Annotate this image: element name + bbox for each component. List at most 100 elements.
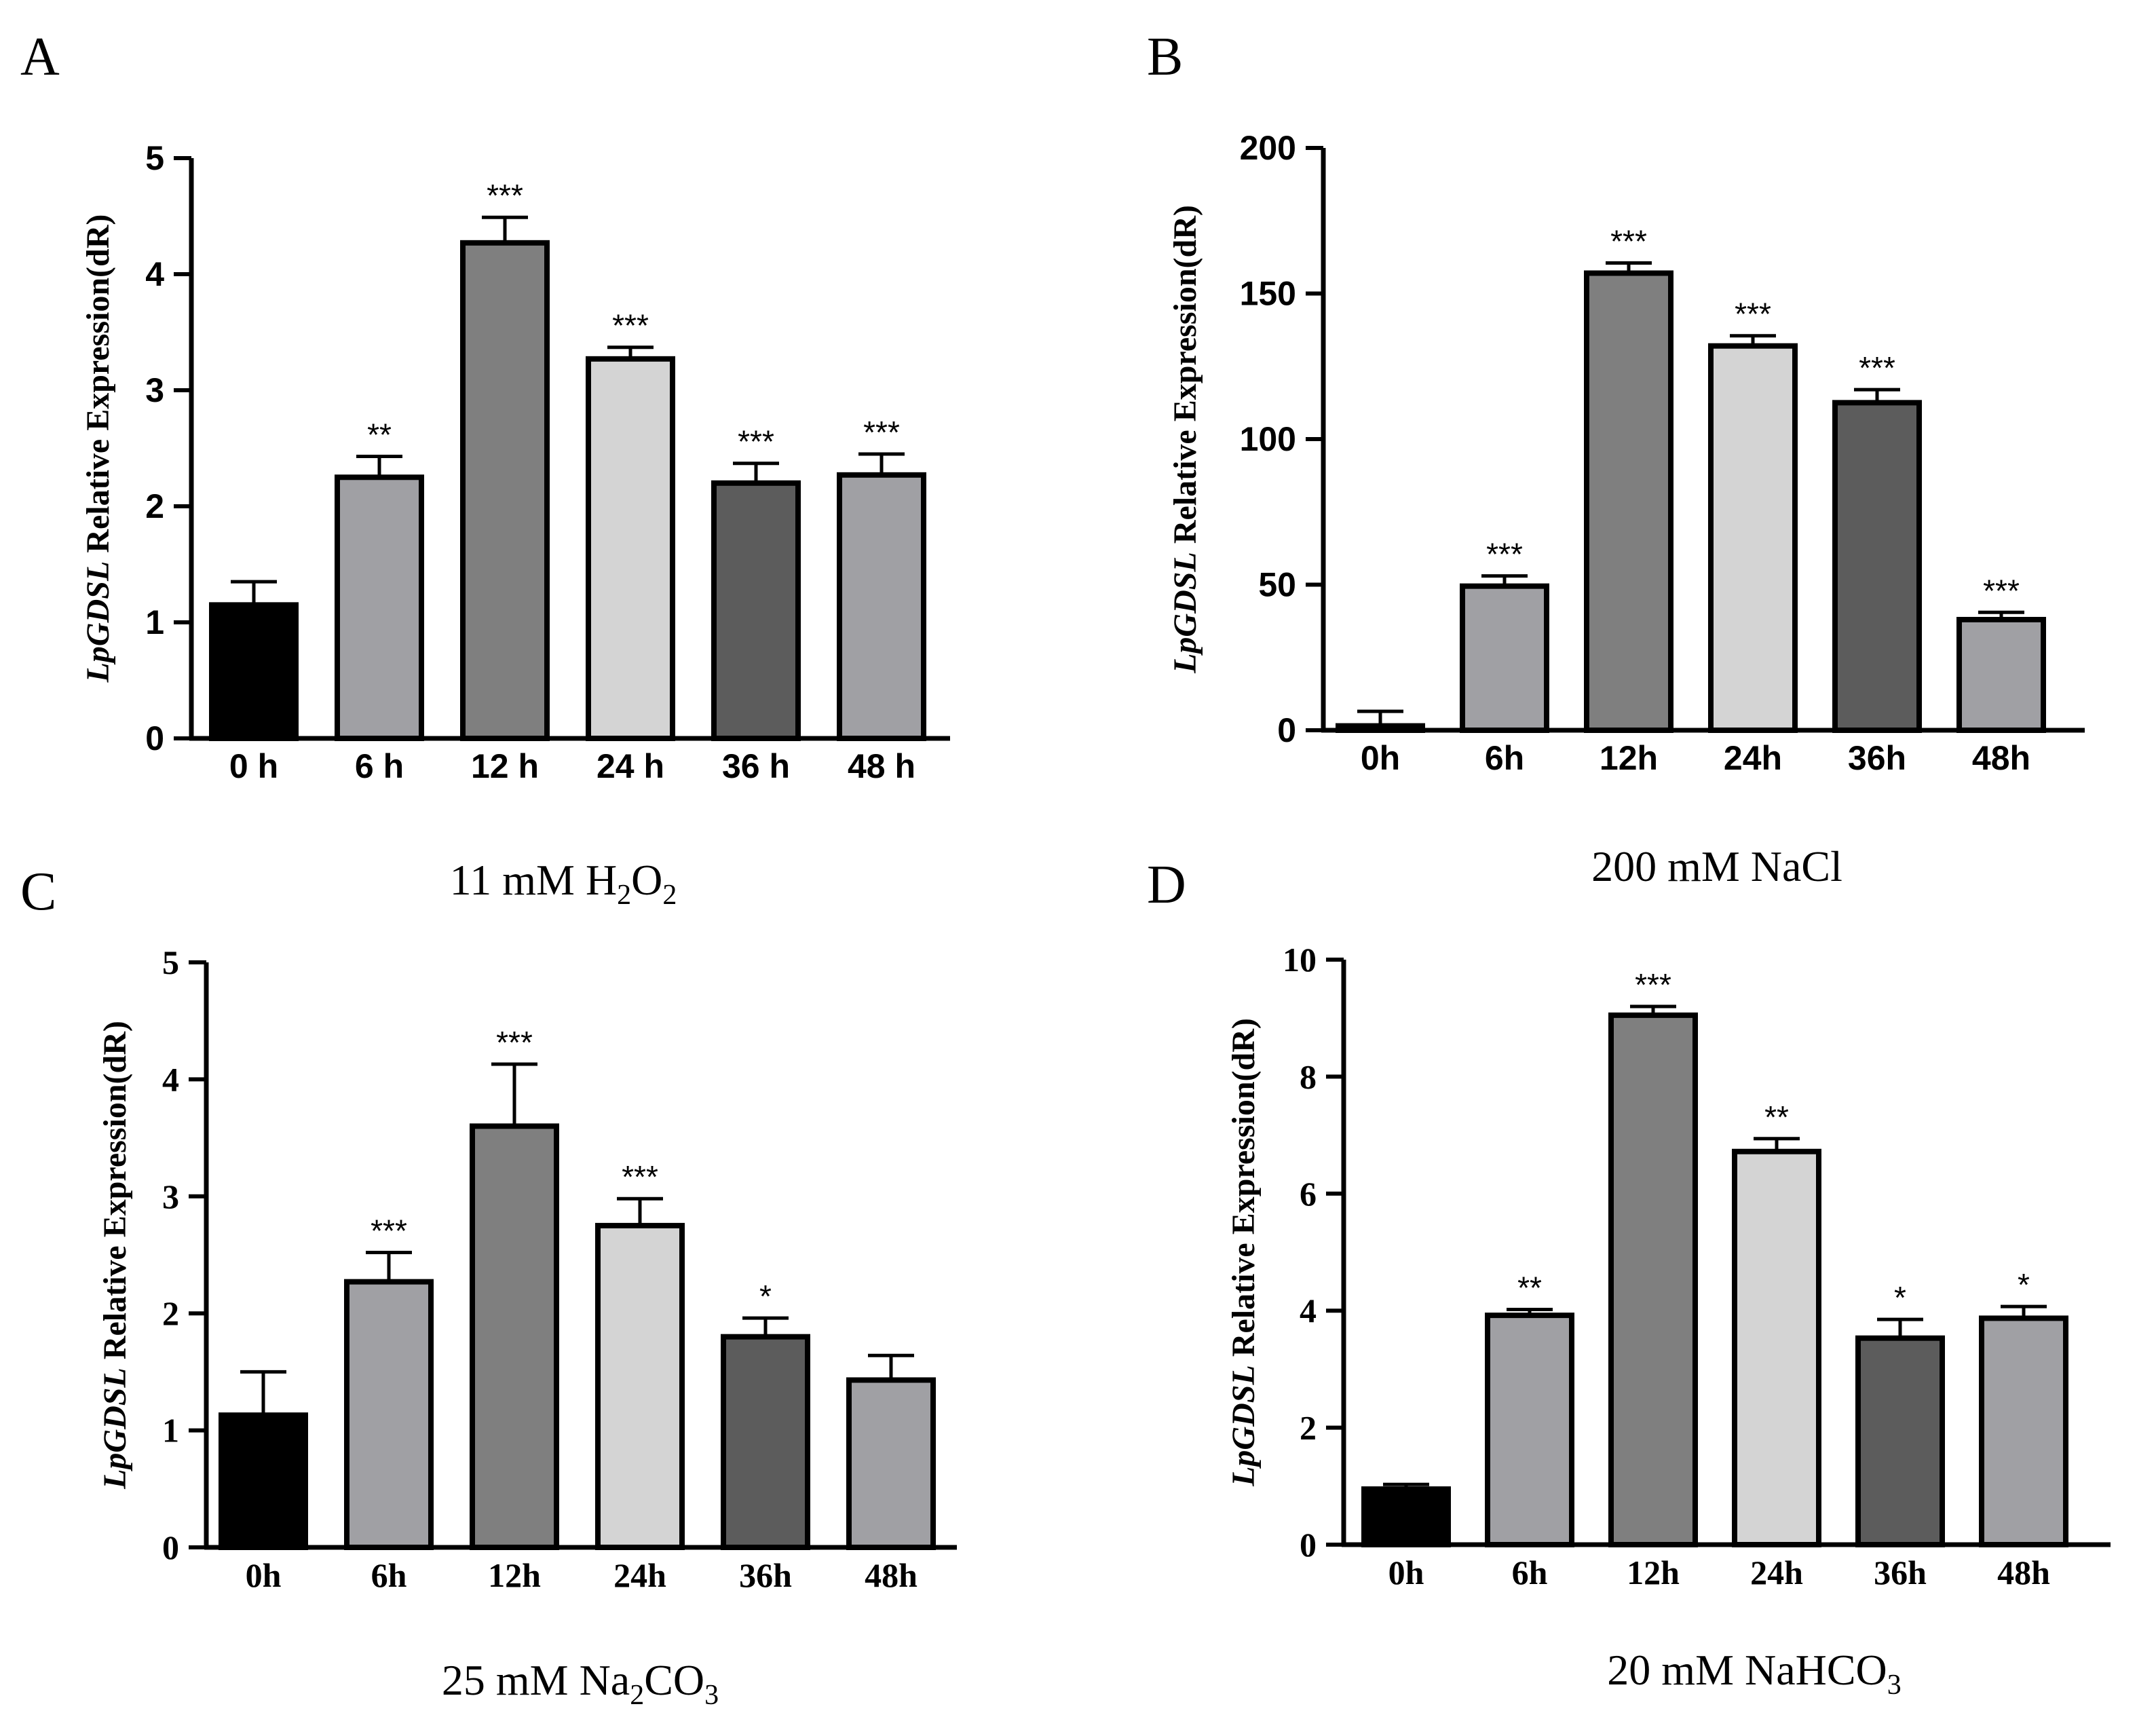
panel-a-y-axis-label: LpGDSL Relative Expression(dR) [80,214,116,683]
panel-a-x-tick-label-1: 6 h [355,747,404,785]
panel-b-significance-4: *** [1859,350,1895,385]
panel-b-bar-3 [1708,343,1798,734]
panel-c-significance-3: *** [622,1159,658,1194]
panel-c-y-tick-label-5: 5 [162,943,179,981]
panel-a-bar-0 [209,602,299,741]
panel-c-x-tick-label-2: 12h [488,1556,541,1594]
panel-letter-a: A [20,27,60,87]
panel-a-significance-2: *** [487,178,523,213]
panel-a-bar-5 [837,472,926,742]
panel-b-x-tick-label-4: 36h [1848,739,1906,777]
panel-a-x-tick-label-3: 24 h [597,747,664,785]
panel-d-y-tick-label-0: 0 [1300,1526,1317,1564]
panel-c-bar-4 [721,1334,810,1551]
panel-d-y-tick-label-3: 6 [1300,1175,1317,1213]
panel-d-x-tick-label-1: 6h [1512,1553,1548,1591]
panel-c-y-axis-label: LpGDSL Relative Expression(dR) [97,1021,133,1490]
panel-b-x-tick-label-5: 48h [1972,739,2030,777]
panel-b-significance-3: *** [1735,297,1771,332]
panel-a-y-tick-label-3: 3 [145,371,164,409]
panel-d-significance-3: ** [1764,1099,1789,1135]
panel-b-bar-1 [1460,583,1549,734]
panel-d-caption: 20 mM NaHCO3 [1607,1646,1901,1701]
panel-a-bar-1 [335,474,424,741]
panel-d-x-tick-label-5: 48h [1997,1553,2050,1591]
panel-b-y-tick-label-3: 150 [1240,275,1296,313]
panel-a-significance-5: *** [863,415,900,450]
panel-d-y-tick-label-1: 2 [1300,1409,1317,1447]
panel-letter-c: C [20,862,56,922]
panel-b-significance-1: *** [1486,537,1523,572]
panel-d-x-tick-label-0: 0h [1388,1553,1424,1591]
panel-c: C 0h *** 6h *** 12h *** 24h * 36h 48h 0 1 2 3 4 5 LpGDSL… [20,862,957,1711]
panel-a-bar-3 [586,356,675,741]
panel-b-y-axis-label: LpGDSL Relative Expression(dR) [1167,205,1203,674]
panel-b-x-tick-label-2: 12h [1600,739,1658,777]
panel-b-x-tick-label-3: 24h [1724,739,1782,777]
panel-b-bar-2 [1584,270,1673,734]
panel-c-bar-5 [846,1377,936,1551]
panel-b-y-tick-label-4: 200 [1240,129,1296,167]
panel-a-caption: 11 mM H2O2 [450,856,677,911]
panel-c-y-tick-label-4: 4 [162,1060,179,1098]
panel-d-significance-5: * [2018,1267,2030,1302]
panel-b-significance-5: *** [1983,573,2020,608]
panel-a-x-tick-label-4: 36 h [722,747,790,785]
panel-b-bar-4 [1832,400,1922,733]
panel-c-y-tick-label-2: 2 [162,1294,179,1332]
panel-c-x-tick-label-0: 0h [246,1556,282,1594]
panel-b-plot: 0h *** 6h *** 12h *** 24h *** 36h *** 48h 0 50 100 150… [1167,129,2085,777]
panel-d-bar-5 [1979,1315,2068,1547]
panel-d-bar-2 [1608,1012,1698,1547]
panel-d-significance-4: * [1894,1280,1906,1315]
panel-b-y-tick-label-0: 0 [1277,711,1296,749]
panel-c-bar-3 [595,1222,685,1551]
panel-b-y-tick-label-1: 50 [1258,566,1296,604]
panel-d-bar-1 [1485,1313,1574,1547]
panel-a-y-tick-label-4: 4 [145,255,164,293]
panel-a: A 0 h ** 6 h *** 12 h *** 24 h *** 36 h *** 48 h 0 1… [20,27,950,911]
panel-c-plot: 0h *** 6h *** 12h *** 24h * 36h 48h 0 1 2 3 4 5 LpGDSL R… [97,943,957,1594]
panel-d-y-tick-label-4: 8 [1300,1057,1317,1095]
panel-a-plot: 0 h ** 6 h *** 12 h *** 24 h *** 36 h *** 48 h 0 1 2 3… [80,139,950,785]
panel-c-x-tick-label-5: 48h [865,1556,918,1594]
panel-d-y-tick-label-5: 10 [1283,941,1317,979]
panel-d-y-tick-label-2: 4 [1300,1292,1317,1330]
panel-d-x-tick-label-3: 24h [1750,1553,1803,1591]
panel-a-x-tick-label-0: 0 h [229,747,278,785]
panel-a-y-tick-label-5: 5 [145,139,164,177]
panel-a-significance-3: *** [612,308,649,343]
panel-b: B 0h *** 6h *** 12h *** 24h *** 36h *** 48h 0 50 100 1… [1147,27,2085,890]
panel-a-x-tick-label-2: 12 h [471,747,539,785]
panel-d-significance-1: ** [1517,1270,1542,1305]
panel-d-bar-4 [1855,1335,1945,1547]
panel-d-significance-2: *** [1635,967,1671,1002]
panel-b-caption: 200 mM NaCl [1591,842,1842,890]
panel-c-bar-0 [219,1412,308,1550]
panel-letter-d: D [1147,855,1186,915]
panel-c-significance-4: * [759,1279,772,1314]
panel-b-significance-2: *** [1610,223,1647,259]
panel-a-significance-1: ** [367,417,392,452]
panel-d-bar-0 [1361,1486,1451,1548]
panel-d-x-tick-label-2: 12h [1627,1553,1680,1591]
panel-c-significance-2: *** [496,1025,533,1060]
panel-a-y-tick-label-1: 1 [145,603,164,641]
panel-a-x-tick-label-5: 48 h [848,747,915,785]
panel-d-bar-3 [1732,1148,1821,1547]
panel-b-x-tick-label-0: 0h [1361,739,1400,777]
panel-c-bar-1 [344,1279,434,1550]
panel-c-y-tick-label-0: 0 [162,1528,179,1566]
panel-b-bar-5 [1956,616,2046,733]
panel-d-x-tick-label-4: 36h [1874,1553,1927,1591]
panel-a-significance-4: *** [738,424,774,459]
panel-a-y-tick-label-0: 0 [145,719,164,757]
panel-c-y-tick-label-1: 1 [162,1412,179,1450]
panel-d: D 0h ** 6h *** 12h ** 24h * 36h * 48h 0 2 4 6 8 10 LpGDSL… [1147,855,2111,1701]
panel-c-x-tick-label-3: 24h [613,1556,666,1594]
panel-a-bar-4 [711,480,801,741]
panel-b-y-tick-label-2: 100 [1240,420,1296,458]
panel-letter-b: B [1147,27,1183,87]
panel-c-caption: 25 mM Na2CO3 [442,1656,719,1711]
